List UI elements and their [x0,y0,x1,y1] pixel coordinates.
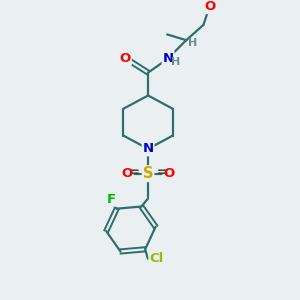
Text: N: N [142,142,154,155]
Text: O: O [120,52,131,65]
Text: O: O [122,167,133,180]
Text: =: = [157,166,166,179]
Text: Cl: Cl [149,252,164,265]
Text: S: S [143,166,153,181]
Text: O: O [205,0,216,13]
Text: O: O [164,167,175,180]
Text: N: N [163,52,174,65]
Text: =: = [130,166,140,179]
Text: F: F [106,193,116,206]
Text: H: H [188,38,197,48]
Text: H: H [171,57,180,67]
